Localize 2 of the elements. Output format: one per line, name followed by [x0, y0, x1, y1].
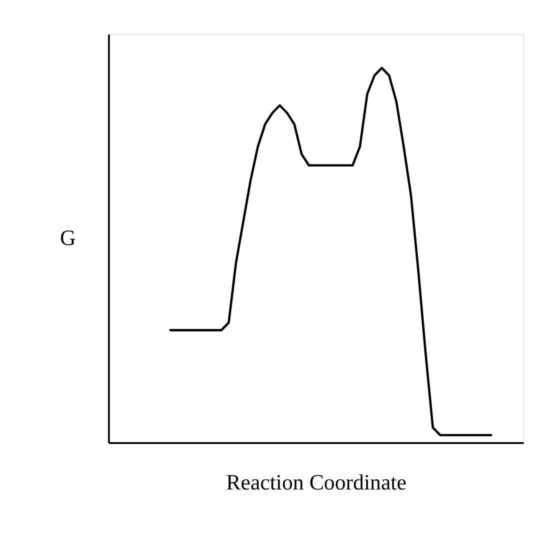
x-axis-title: Reaction Coordinate [226, 470, 406, 495]
y-axis-title: G [60, 226, 76, 250]
